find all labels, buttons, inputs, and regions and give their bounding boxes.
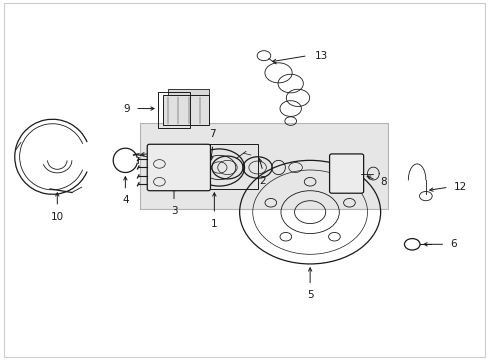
Text: 11: 11: [169, 147, 182, 157]
Text: 13: 13: [314, 51, 327, 61]
Text: 7: 7: [209, 129, 216, 139]
Text: 5: 5: [306, 290, 313, 300]
Text: 1: 1: [211, 219, 217, 229]
FancyBboxPatch shape: [147, 144, 210, 191]
Text: 6: 6: [449, 239, 456, 249]
Text: 4: 4: [122, 195, 128, 205]
Text: 8: 8: [380, 177, 386, 187]
Text: 3: 3: [170, 206, 177, 216]
Text: 12: 12: [453, 182, 466, 192]
Text: 9: 9: [123, 104, 130, 113]
Text: 2: 2: [259, 176, 266, 186]
Text: 10: 10: [51, 212, 64, 222]
Bar: [158, 93, 189, 128]
Bar: [202, 144, 258, 189]
FancyBboxPatch shape: [329, 154, 363, 193]
FancyBboxPatch shape: [140, 123, 387, 208]
FancyBboxPatch shape: [163, 95, 208, 125]
FancyBboxPatch shape: [168, 89, 208, 99]
